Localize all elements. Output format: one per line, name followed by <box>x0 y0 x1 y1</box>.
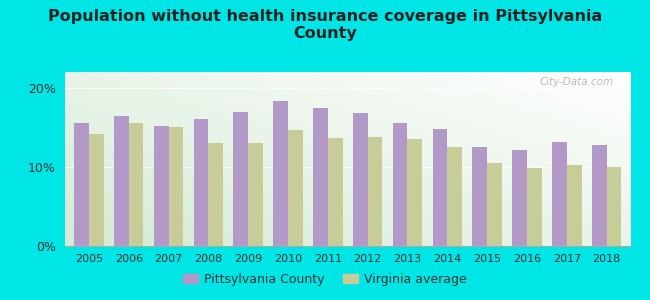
Bar <box>592 145 606 246</box>
Legend: Pittsylvania County, Virginia average: Pittsylvania County, Virginia average <box>177 268 473 291</box>
Bar <box>328 138 343 246</box>
Bar <box>353 113 368 246</box>
Bar <box>447 147 462 246</box>
Bar <box>393 123 408 246</box>
Bar <box>408 139 422 246</box>
Bar <box>567 164 582 246</box>
Bar <box>273 101 288 246</box>
Bar <box>114 116 129 246</box>
Bar <box>288 130 303 246</box>
Bar <box>129 123 144 246</box>
Text: City-Data.com: City-Data.com <box>540 77 614 87</box>
Bar <box>74 123 89 246</box>
Bar <box>168 128 183 246</box>
Bar <box>606 167 621 246</box>
Bar <box>552 142 567 246</box>
Bar <box>89 134 103 246</box>
Bar <box>233 112 248 246</box>
Bar <box>473 147 487 246</box>
Bar <box>512 149 527 246</box>
Bar <box>527 169 541 246</box>
Bar <box>433 129 447 246</box>
Bar <box>154 126 168 246</box>
Bar <box>194 119 209 246</box>
Bar <box>487 163 502 246</box>
Bar <box>313 108 328 246</box>
Bar <box>248 143 263 246</box>
Text: Population without health insurance coverage in Pittsylvania
County: Population without health insurance cove… <box>48 9 602 41</box>
Bar <box>209 143 223 246</box>
Bar <box>368 137 382 246</box>
